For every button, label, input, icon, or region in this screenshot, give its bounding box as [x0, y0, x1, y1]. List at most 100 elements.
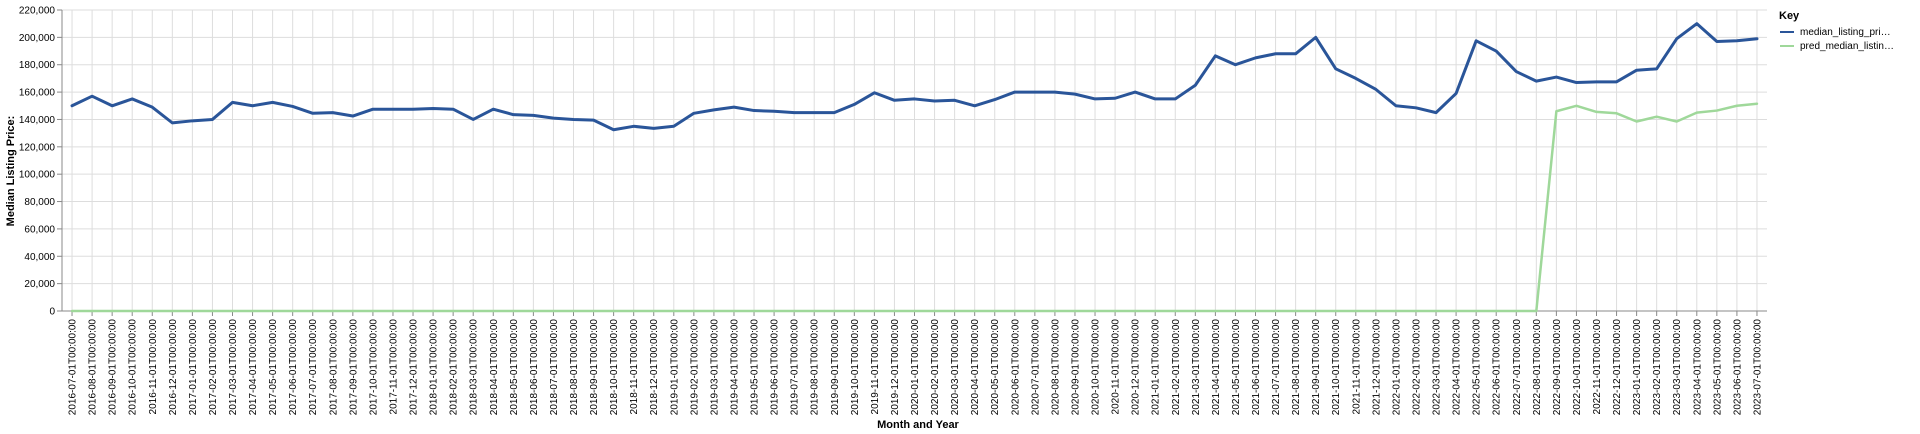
- x-tick-label: 2016-12-01T00:00:00: [168, 319, 179, 416]
- x-tick-label: 2021-06-01T00:00:00: [1251, 319, 1262, 416]
- x-tick-label: 2017-02-01T00:00:00: [208, 319, 219, 416]
- x-tick-label: 2022-01-01T00:00:00: [1391, 319, 1402, 416]
- y-tick-label: 20,000: [24, 279, 55, 290]
- x-tick-label: 2023-07-01T00:00:00: [1752, 319, 1763, 416]
- x-tick-label: 2016-09-01T00:00:00: [108, 319, 119, 416]
- legend: Key median_listing_pri… pred_median_list…: [1779, 10, 1894, 52]
- x-tick-label: 2019-12-01T00:00:00: [890, 319, 901, 416]
- x-tick-label: 2017-05-01T00:00:00: [268, 319, 279, 416]
- x-tick-label: 2020-05-01T00:00:00: [990, 319, 1001, 416]
- x-tick-label: 2023-03-01T00:00:00: [1672, 319, 1683, 416]
- x-tick-label: 2021-02-01T00:00:00: [1171, 319, 1182, 416]
- x-tick-label: 2019-04-01T00:00:00: [729, 319, 740, 416]
- x-tick-label: 2018-09-01T00:00:00: [589, 319, 600, 416]
- x-tick-label: 2018-11-01T00:00:00: [629, 319, 640, 415]
- x-tick-label: 2023-01-01T00:00:00: [1632, 319, 1643, 416]
- x-axis: 2016-07-01T00:00:00 2016-08-01T00:00:00 20…: [62, 310, 1767, 416]
- x-tick-label: 2020-06-01T00:00:00: [1010, 319, 1021, 416]
- x-tick-label: 2017-06-01T00:00:00: [288, 319, 299, 416]
- y-tick-label: 200,000: [19, 33, 56, 44]
- series-line-pred-median-listing-price: [70, 102, 1759, 313]
- x-tick-label: 2018-07-01T00:00:00: [549, 319, 560, 416]
- x-axis-title: Month and Year: [877, 419, 959, 431]
- x-tick-label: 2018-03-01T00:00:00: [469, 319, 480, 416]
- y-tick-label: 60,000: [24, 224, 55, 235]
- y-tick-label: 0: [49, 307, 55, 318]
- y-tick-label: 140,000: [19, 115, 56, 126]
- x-tick-label: 2019-08-01T00:00:00: [810, 319, 821, 416]
- grid-lines: [62, 9, 1767, 312]
- x-tick-label: 2016-10-01T00:00:00: [128, 319, 139, 416]
- x-tick-label: 2021-03-01T00:00:00: [1191, 319, 1202, 416]
- x-tick-label: 2022-06-01T00:00:00: [1492, 319, 1503, 416]
- x-tick-label: 2020-04-01T00:00:00: [970, 319, 981, 416]
- x-tick-label: 2018-12-01T00:00:00: [649, 319, 660, 416]
- x-tick-label: 2020-01-01T00:00:00: [910, 319, 921, 416]
- x-tick-label: 2020-07-01T00:00:00: [1030, 319, 1041, 416]
- x-tick-label: 2020-12-01T00:00:00: [1131, 319, 1142, 416]
- y-tick-label: 120,000: [19, 142, 56, 153]
- x-tick-label: 2019-09-01T00:00:00: [830, 319, 841, 416]
- x-tick-label: 2021-08-01T00:00:00: [1291, 319, 1302, 416]
- legend-label-median-listing-price: median_listing_pri…: [1800, 27, 1891, 38]
- y-tick-label: 220,000: [19, 6, 56, 17]
- x-tick-label: 2022-11-01T00:00:00: [1592, 319, 1603, 415]
- legend-title: Key: [1779, 10, 1800, 22]
- x-tick-label: 2021-01-01T00:00:00: [1151, 319, 1162, 416]
- x-tick-label: 2017-04-01T00:00:00: [248, 319, 259, 416]
- x-tick-label: 2022-08-01T00:00:00: [1532, 319, 1543, 416]
- x-tick-label: 2017-10-01T00:00:00: [368, 319, 379, 416]
- x-tick-label: 2020-02-01T00:00:00: [930, 319, 941, 416]
- x-tick-label: 2018-08-01T00:00:00: [569, 319, 580, 416]
- x-tick-label: 2020-10-01T00:00:00: [1091, 319, 1102, 416]
- series-lines: [70, 22, 1759, 313]
- x-tick-label: 2018-04-01T00:00:00: [489, 319, 500, 416]
- x-tick-label: 2023-05-01T00:00:00: [1712, 319, 1723, 416]
- x-tick-label: 2022-04-01T00:00:00: [1452, 319, 1463, 416]
- x-tick-label: 2021-11-01T00:00:00: [1351, 319, 1362, 415]
- x-tick-label: 2017-07-01T00:00:00: [308, 319, 319, 416]
- x-tick-label: 2023-02-01T00:00:00: [1652, 319, 1663, 416]
- x-tick-label: 2021-12-01T00:00:00: [1371, 319, 1382, 416]
- x-tick-label: 2020-03-01T00:00:00: [950, 319, 961, 416]
- x-tick-label: 2017-11-01T00:00:00: [388, 319, 399, 415]
- series-line-median-listing-price: [70, 22, 1759, 132]
- x-tick-label: 2019-11-01T00:00:00: [870, 319, 881, 415]
- x-tick-label: 2016-11-01T00:00:00: [148, 319, 159, 415]
- x-tick-label: 2021-09-01T00:00:00: [1311, 319, 1322, 416]
- x-tick-label: 2022-03-01T00:00:00: [1432, 319, 1443, 416]
- x-tick-label: 2021-04-01T00:00:00: [1211, 319, 1222, 416]
- y-axis-title: Median Listing Price:: [5, 116, 17, 227]
- x-tick-label: 2019-06-01T00:00:00: [770, 319, 781, 416]
- x-tick-label: 2017-12-01T00:00:00: [409, 319, 420, 416]
- x-tick-label: 2019-05-01T00:00:00: [750, 319, 761, 416]
- x-tick-label: 2020-08-01T00:00:00: [1050, 319, 1061, 416]
- x-tick-label: 2020-11-01T00:00:00: [1111, 319, 1122, 415]
- x-tick-label: 2019-07-01T00:00:00: [790, 319, 801, 416]
- x-tick-label: 2019-01-01T00:00:00: [669, 319, 680, 416]
- x-tick-label: 2019-02-01T00:00:00: [689, 319, 700, 416]
- y-tick-label: 180,000: [19, 60, 56, 71]
- x-tick-label: 2022-05-01T00:00:00: [1472, 319, 1483, 416]
- x-tick-label: 2022-10-01T00:00:00: [1572, 319, 1583, 416]
- x-tick-label: 2023-06-01T00:00:00: [1732, 319, 1743, 416]
- x-tick-label: 2018-01-01T00:00:00: [429, 319, 440, 416]
- y-tick-label: 100,000: [19, 170, 56, 181]
- x-tick-label: 2022-02-01T00:00:00: [1411, 319, 1422, 416]
- x-tick-label: 2022-07-01T00:00:00: [1512, 319, 1523, 416]
- x-tick-label: 2020-09-01T00:00:00: [1070, 319, 1081, 416]
- x-tick-label: 2016-07-01T00:00:00: [68, 319, 79, 416]
- legend-label-pred-median-listing-price: pred_median_listin…: [1800, 41, 1894, 52]
- x-tick-label: 2016-08-01T00:00:00: [88, 319, 99, 416]
- x-tick-label: 2018-06-01T00:00:00: [529, 319, 540, 416]
- x-tick-label: 2021-07-01T00:00:00: [1271, 319, 1282, 416]
- x-tick-label: 2022-12-01T00:00:00: [1612, 319, 1623, 416]
- x-tick-label: 2019-03-01T00:00:00: [709, 319, 720, 416]
- y-tick-label: 40,000: [24, 252, 55, 263]
- x-tick-label: 2021-10-01T00:00:00: [1331, 319, 1342, 416]
- x-tick-label: 2018-02-01T00:00:00: [449, 319, 460, 416]
- x-tick-label: 2018-10-01T00:00:00: [609, 319, 620, 416]
- x-tick-label: 2021-05-01T00:00:00: [1231, 319, 1242, 416]
- y-axis: 0 20,000 40,000 60,000 80,000 100,000 120,000 1…: [19, 6, 63, 318]
